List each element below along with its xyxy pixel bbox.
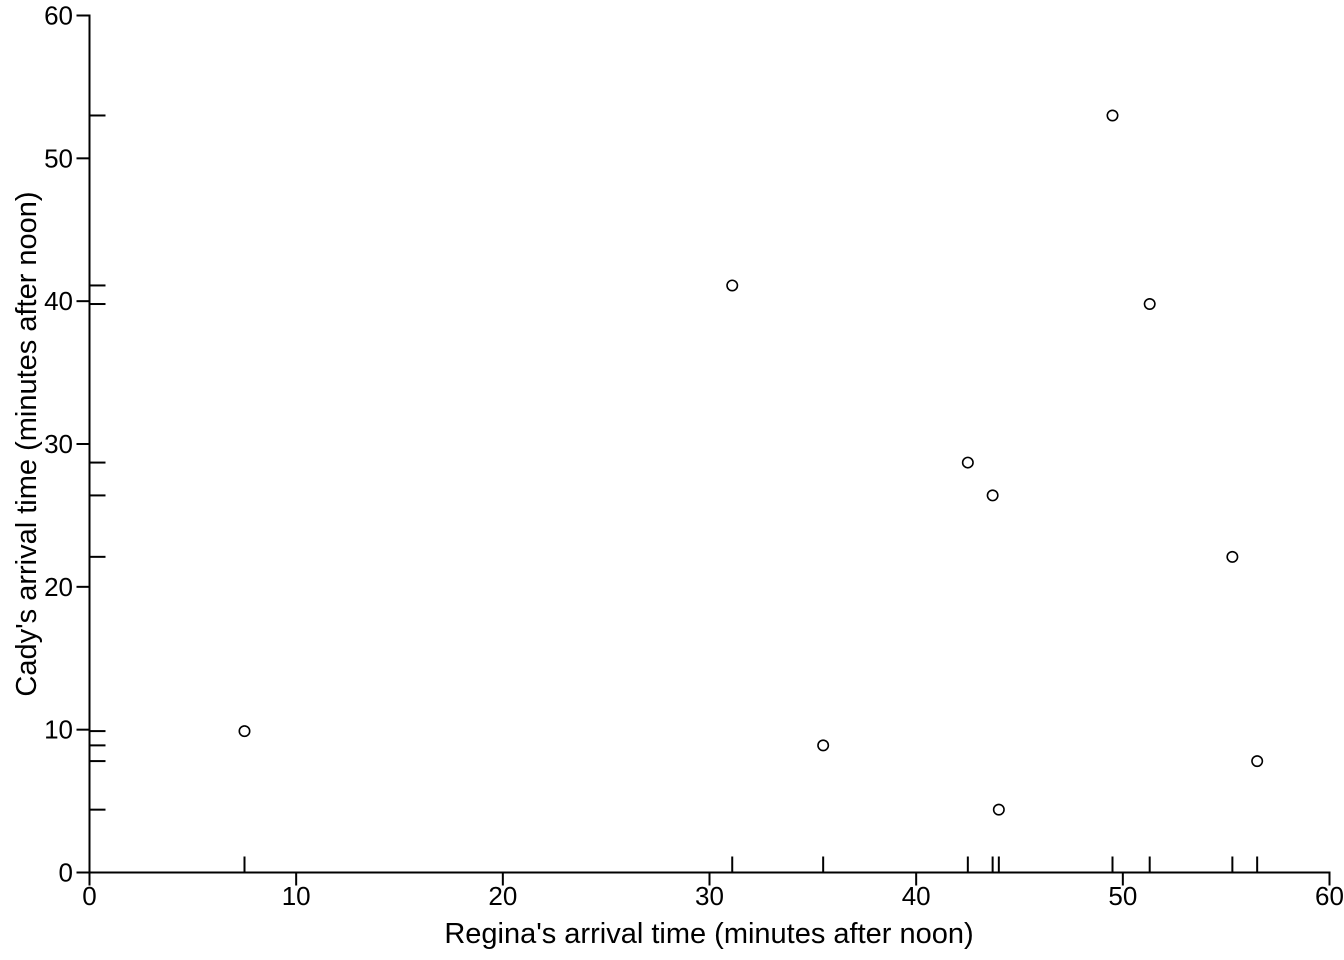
data-point-marker [1106,109,1119,122]
x-tick-label: 50 [1108,881,1137,911]
data-point-marker [817,739,830,752]
data-point-marker [1143,298,1156,311]
y-tick-label: 50 [44,143,73,173]
axes: 0 10 20 30 40 50 60 0 10 20 30 40 50 60 [44,1,1344,912]
x-axis-title: Regina's arrival time (minutes after noo… [444,918,973,950]
y-axis-title: Cady's arrival time (minutes after noon) [11,191,43,696]
x-tick-label: 10 [282,881,311,911]
y-tick-label: 40 [44,286,73,316]
data-point-marker [238,725,251,738]
y-tick-label: 60 [44,1,73,31]
data-point-marker [986,489,999,502]
x-tick-label: 40 [902,881,931,911]
x-tick-label: 20 [488,881,517,911]
data-point-marker [1226,550,1239,563]
data-point-marker [726,279,739,292]
y-tick-label: 10 [44,715,73,745]
data-point-marker [992,803,1005,816]
data-points [238,109,1264,816]
data-point-marker [961,456,974,469]
x-tick-label: 60 [1315,881,1344,911]
y-tick-label: 0 [59,858,73,888]
y-tick-label: 20 [44,572,73,602]
y-tick-label: 30 [44,429,73,459]
x-tick-label: 0 [82,881,96,911]
data-point-marker [1251,755,1264,768]
x-tick-label: 30 [695,881,724,911]
rug-marks [90,114,1259,872]
